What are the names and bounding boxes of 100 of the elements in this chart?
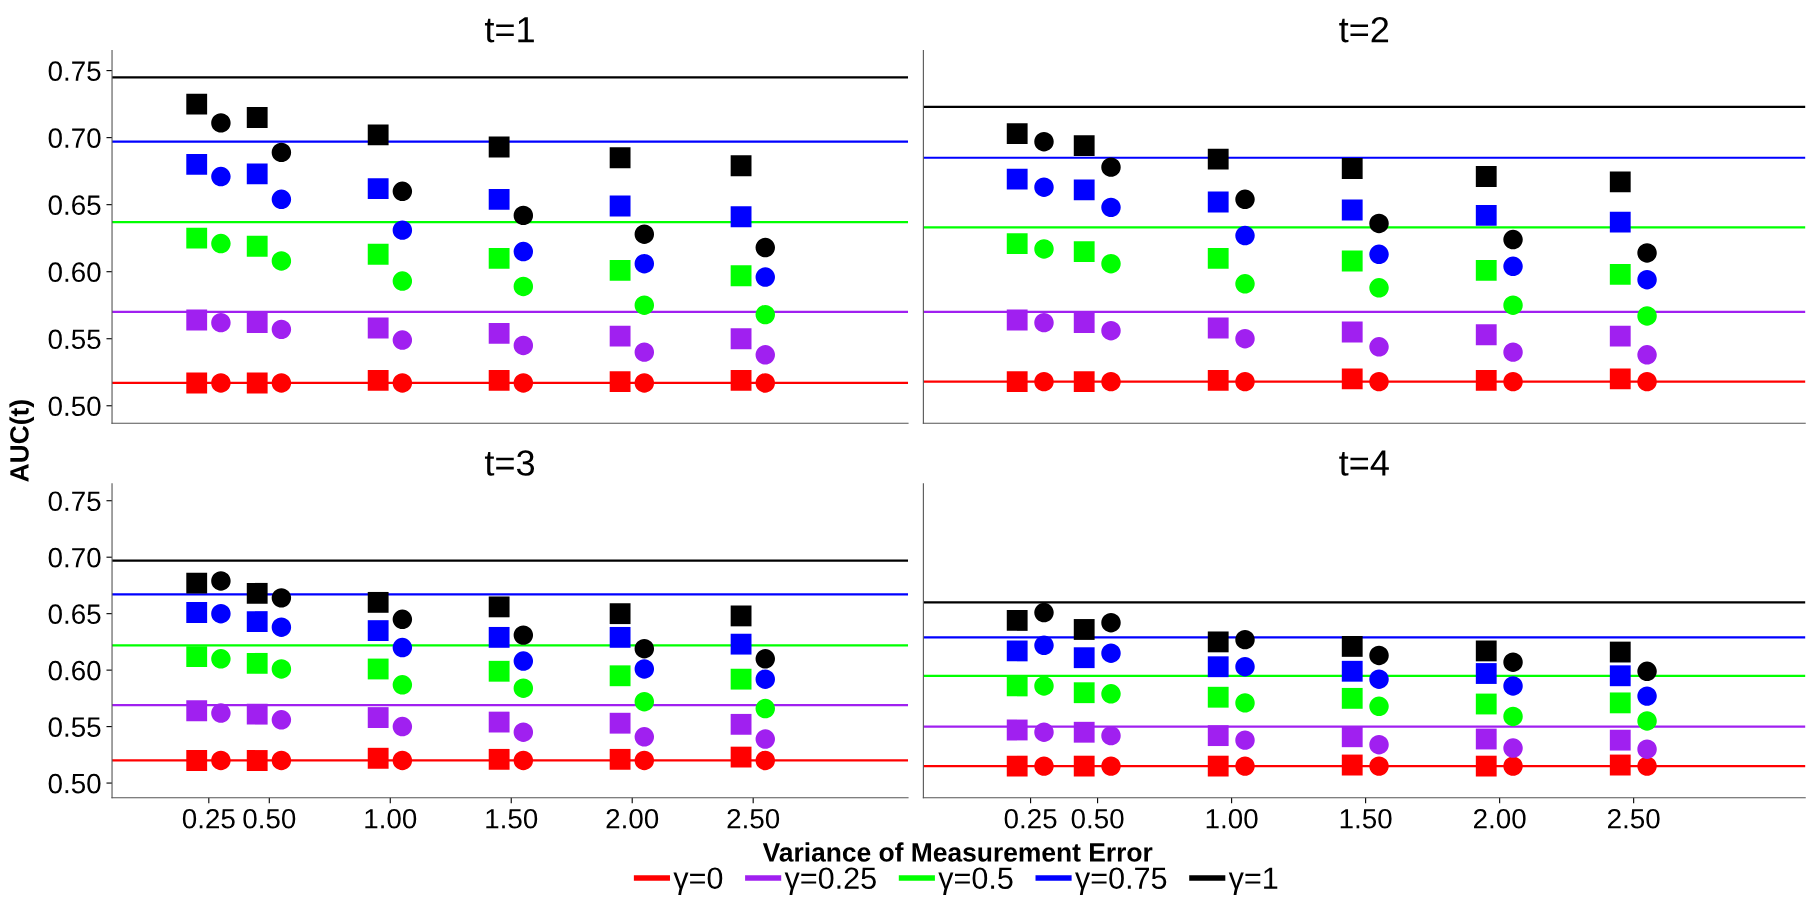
point xyxy=(1006,123,1028,145)
point xyxy=(1609,263,1631,285)
point xyxy=(1609,665,1631,687)
point xyxy=(1475,728,1497,750)
point xyxy=(1475,755,1497,777)
point xyxy=(1235,329,1255,349)
point xyxy=(755,729,775,749)
point xyxy=(1101,320,1121,341)
point xyxy=(730,713,752,735)
y-tick-label: 0.50 xyxy=(48,773,101,794)
point xyxy=(755,750,775,771)
point xyxy=(1207,369,1229,391)
point xyxy=(271,750,292,771)
point xyxy=(392,609,413,630)
point xyxy=(1034,635,1054,655)
point xyxy=(271,319,292,340)
point xyxy=(1101,756,1121,776)
point xyxy=(1006,640,1028,662)
point xyxy=(211,571,231,591)
point xyxy=(609,371,631,393)
point xyxy=(513,276,534,297)
point xyxy=(392,637,413,658)
point xyxy=(367,620,389,642)
point xyxy=(246,163,268,185)
point xyxy=(367,747,389,769)
point xyxy=(609,626,631,648)
point xyxy=(1475,640,1497,662)
legend-label: γ=0.75 xyxy=(1075,867,1167,896)
point xyxy=(1503,295,1523,315)
point xyxy=(1073,241,1095,263)
x-tick-label: 1.50 xyxy=(486,808,538,829)
point xyxy=(634,295,655,315)
point xyxy=(1369,756,1389,776)
point xyxy=(1341,199,1363,221)
point xyxy=(1609,692,1631,714)
point xyxy=(246,107,268,128)
point xyxy=(367,243,389,265)
point xyxy=(730,265,752,287)
x-tick-label: 0.25 xyxy=(1004,808,1057,829)
point xyxy=(186,700,208,722)
point xyxy=(1609,171,1631,193)
point xyxy=(609,748,631,770)
point xyxy=(1006,755,1028,777)
point xyxy=(1637,345,1657,365)
point xyxy=(1073,755,1095,777)
point xyxy=(1101,725,1121,746)
point xyxy=(246,750,268,771)
point xyxy=(1609,211,1631,233)
point xyxy=(246,611,268,632)
point xyxy=(1609,754,1631,776)
point xyxy=(1369,734,1389,755)
point xyxy=(367,317,389,339)
point xyxy=(392,271,413,291)
point xyxy=(1034,722,1054,742)
point xyxy=(1503,738,1523,758)
point xyxy=(246,372,268,394)
point xyxy=(1006,675,1028,697)
point xyxy=(1101,612,1121,633)
point xyxy=(1475,204,1497,226)
point xyxy=(488,136,510,158)
point xyxy=(634,253,655,274)
point xyxy=(186,602,208,623)
point xyxy=(634,373,655,393)
point xyxy=(271,710,292,730)
point xyxy=(488,748,510,770)
point xyxy=(186,372,208,394)
point xyxy=(1503,756,1523,776)
point xyxy=(1637,756,1657,776)
y-tick-label: 0.55 xyxy=(48,717,101,737)
point xyxy=(609,325,631,347)
point xyxy=(246,582,268,604)
y-tick-label: 0.70 xyxy=(48,128,101,148)
point xyxy=(1341,726,1363,748)
point xyxy=(1073,619,1095,640)
point xyxy=(488,247,510,269)
point xyxy=(513,373,534,393)
point xyxy=(1369,213,1389,234)
point xyxy=(1207,631,1229,653)
chart-title: t=2 xyxy=(1339,16,1389,43)
point xyxy=(730,206,752,228)
point xyxy=(1475,324,1497,346)
point xyxy=(211,373,231,393)
point xyxy=(755,237,775,258)
point xyxy=(271,659,292,679)
point xyxy=(1369,278,1389,298)
y-tick-label: 0.75 xyxy=(48,61,101,81)
point xyxy=(1341,754,1363,776)
x-tick-label: 0.50 xyxy=(243,808,296,829)
point xyxy=(1369,371,1389,392)
point xyxy=(271,189,292,210)
point xyxy=(755,304,775,325)
point xyxy=(1006,233,1028,254)
point xyxy=(186,646,208,667)
point xyxy=(634,224,655,244)
point xyxy=(513,205,534,226)
point xyxy=(1235,756,1255,776)
point xyxy=(488,660,510,682)
point xyxy=(1637,270,1657,290)
point xyxy=(1609,325,1631,347)
point xyxy=(513,678,534,698)
